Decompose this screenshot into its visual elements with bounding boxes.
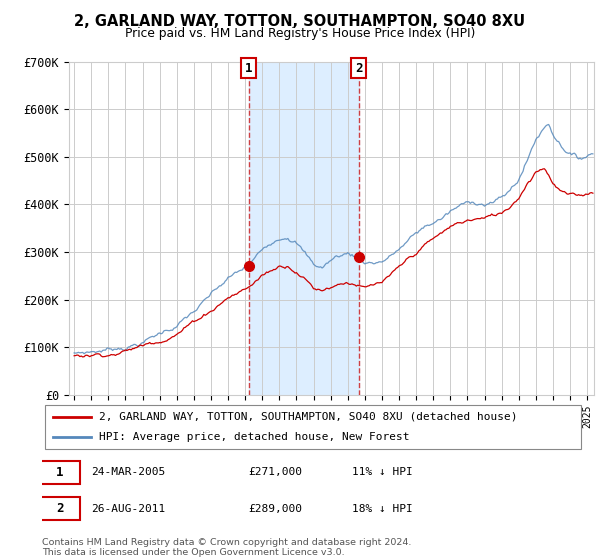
Text: 2, GARLAND WAY, TOTTON, SOUTHAMPTON, SO40 8XU: 2, GARLAND WAY, TOTTON, SOUTHAMPTON, SO4… [74, 14, 526, 29]
Text: £271,000: £271,000 [248, 468, 302, 478]
Text: 2, GARLAND WAY, TOTTON, SOUTHAMPTON, SO40 8XU (detached house): 2, GARLAND WAY, TOTTON, SOUTHAMPTON, SO4… [99, 412, 518, 422]
Text: 24-MAR-2005: 24-MAR-2005 [91, 468, 165, 478]
Text: 18% ↓ HPI: 18% ↓ HPI [352, 504, 412, 514]
FancyBboxPatch shape [39, 461, 80, 484]
FancyBboxPatch shape [45, 405, 581, 449]
Text: HPI: Average price, detached house, New Forest: HPI: Average price, detached house, New … [99, 432, 410, 442]
Text: 2: 2 [56, 502, 64, 515]
FancyBboxPatch shape [39, 497, 80, 520]
Text: 26-AUG-2011: 26-AUG-2011 [91, 504, 165, 514]
Text: 2: 2 [355, 62, 362, 74]
Text: 1: 1 [245, 62, 253, 74]
Bar [249, 62, 359, 395]
Text: £289,000: £289,000 [248, 504, 302, 514]
Text: 11% ↓ HPI: 11% ↓ HPI [352, 468, 412, 478]
Text: Contains HM Land Registry data © Crown copyright and database right 2024.
This d: Contains HM Land Registry data © Crown c… [42, 538, 412, 557]
Text: 1: 1 [56, 466, 64, 479]
Text: Price paid vs. HM Land Registry's House Price Index (HPI): Price paid vs. HM Land Registry's House … [125, 27, 475, 40]
